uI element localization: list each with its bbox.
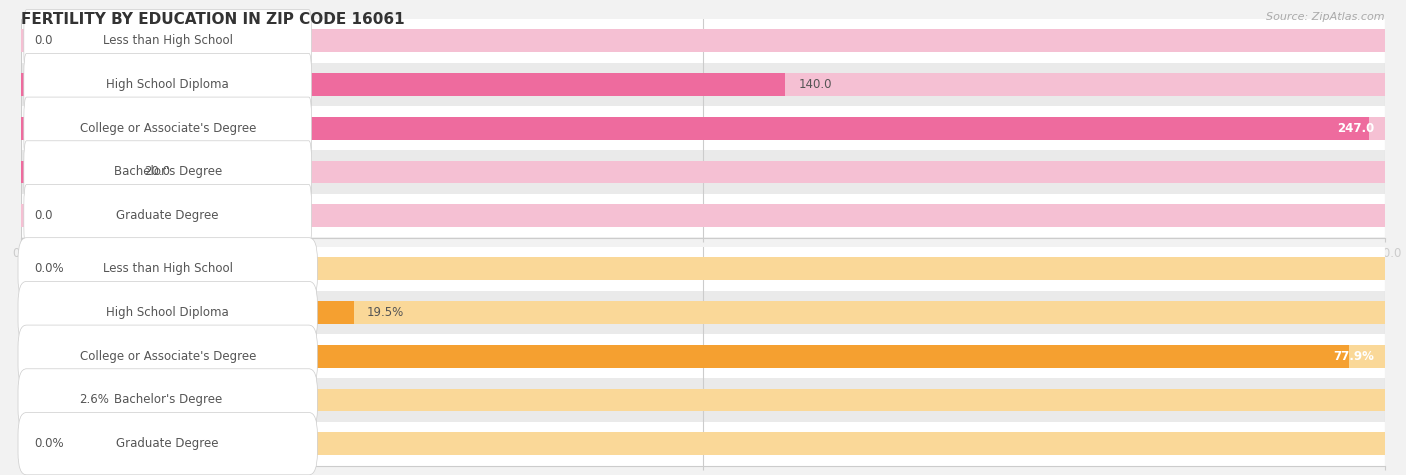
- FancyBboxPatch shape: [18, 369, 318, 431]
- FancyBboxPatch shape: [18, 412, 318, 475]
- Text: High School Diploma: High School Diploma: [107, 306, 229, 319]
- Bar: [21, 194, 1385, 238]
- Bar: [21, 378, 1385, 422]
- Bar: [21, 204, 1385, 227]
- Bar: [21, 117, 1385, 140]
- Bar: [21, 334, 1385, 378]
- Text: 0.0%: 0.0%: [35, 262, 65, 276]
- Bar: [21, 301, 1385, 324]
- Text: 0.0: 0.0: [35, 209, 53, 222]
- Bar: [21, 19, 1385, 63]
- Text: College or Associate's Degree: College or Associate's Degree: [80, 122, 256, 135]
- Bar: [21, 247, 1385, 291]
- Bar: [21, 432, 1385, 455]
- Bar: [21, 29, 1385, 52]
- Text: FERTILITY BY EDUCATION IN ZIP CODE 16061: FERTILITY BY EDUCATION IN ZIP CODE 16061: [21, 12, 405, 27]
- Text: Bachelor's Degree: Bachelor's Degree: [114, 393, 222, 407]
- Bar: [21, 63, 1385, 106]
- FancyBboxPatch shape: [24, 53, 312, 116]
- Text: 247.0: 247.0: [1337, 122, 1374, 135]
- FancyBboxPatch shape: [18, 238, 318, 300]
- Text: Source: ZipAtlas.com: Source: ZipAtlas.com: [1267, 12, 1385, 22]
- Text: Bachelor's Degree: Bachelor's Degree: [114, 165, 222, 179]
- Bar: [21, 345, 1385, 368]
- FancyBboxPatch shape: [18, 325, 318, 388]
- Bar: [21, 291, 1385, 334]
- Text: 140.0: 140.0: [799, 78, 832, 91]
- Text: Less than High School: Less than High School: [103, 262, 233, 276]
- Text: Less than High School: Less than High School: [103, 34, 233, 48]
- Text: 0.0: 0.0: [35, 34, 53, 48]
- Text: 0.0%: 0.0%: [35, 437, 65, 450]
- FancyBboxPatch shape: [24, 184, 312, 247]
- Text: 2.6%: 2.6%: [79, 393, 108, 407]
- Text: 20.0: 20.0: [143, 165, 170, 179]
- Text: College or Associate's Degree: College or Associate's Degree: [80, 350, 256, 363]
- Text: 77.9%: 77.9%: [1333, 350, 1374, 363]
- Bar: [21, 161, 131, 183]
- Text: High School Diploma: High School Diploma: [107, 78, 229, 91]
- Text: Graduate Degree: Graduate Degree: [117, 437, 219, 450]
- Bar: [21, 117, 1368, 140]
- Bar: [21, 106, 1385, 150]
- FancyBboxPatch shape: [24, 141, 312, 203]
- Bar: [21, 389, 66, 411]
- Text: Graduate Degree: Graduate Degree: [117, 209, 219, 222]
- Bar: [21, 73, 785, 96]
- Bar: [21, 389, 1385, 411]
- Bar: [21, 257, 1385, 280]
- Bar: [21, 161, 1385, 183]
- Bar: [21, 150, 1385, 194]
- FancyBboxPatch shape: [18, 281, 318, 344]
- Text: 19.5%: 19.5%: [367, 306, 405, 319]
- Bar: [21, 301, 353, 324]
- FancyBboxPatch shape: [24, 10, 312, 72]
- FancyBboxPatch shape: [24, 97, 312, 160]
- Bar: [21, 73, 1385, 96]
- Bar: [21, 422, 1385, 466]
- Bar: [21, 345, 1350, 368]
